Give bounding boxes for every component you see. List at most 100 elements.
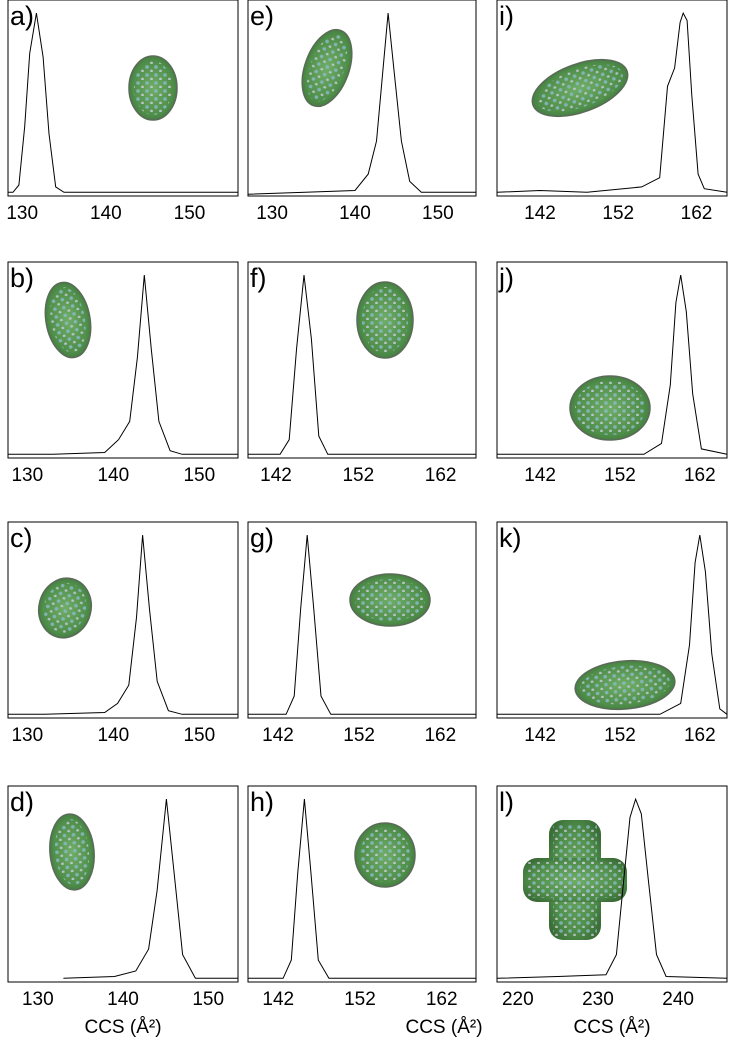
x-tick-label: 150 <box>192 989 224 1010</box>
plot-frame <box>496 521 728 719</box>
x-tick-label: 130 <box>11 725 43 746</box>
x-tick-label: 152 <box>343 725 375 746</box>
spectrum-line <box>63 799 238 979</box>
x-tick-label: 162 <box>684 465 716 486</box>
plot-frame <box>7 261 239 459</box>
x-axis-label: CCS (Å²) <box>405 1017 482 1038</box>
spectrum-line <box>8 13 238 193</box>
panel-label: k) <box>499 523 522 553</box>
molecule-image <box>49 813 95 891</box>
molecule-atoms <box>355 579 425 621</box>
x-tick-label: 142 <box>524 465 556 486</box>
x-axis-label: CCS (Å²) <box>573 1017 650 1038</box>
spectrum-line <box>247 13 476 195</box>
plot-frame <box>247 0 477 197</box>
x-tick-label: 130 <box>256 203 288 224</box>
plot-frame <box>7 0 239 197</box>
panel-label: e) <box>250 1 274 31</box>
molecule-image <box>349 573 431 627</box>
molecule-atoms <box>134 61 172 115</box>
molecule-atoms <box>527 862 623 898</box>
panel-label: b) <box>10 263 34 293</box>
spectrum-line <box>496 797 728 979</box>
molecule-image <box>37 577 93 639</box>
molecule-image <box>523 820 627 940</box>
x-tick-label: 130 <box>6 203 38 224</box>
molecule-atoms <box>580 665 670 705</box>
plot-frame <box>247 785 477 983</box>
spectrum-line <box>497 535 728 715</box>
plot-frame <box>496 0 728 197</box>
plot-frame <box>247 261 477 459</box>
spectrum-line <box>497 275 728 455</box>
molecule-image <box>301 28 353 108</box>
x-tick-label: 162 <box>425 465 457 486</box>
x-tick-label: 142 <box>524 725 556 746</box>
x-tick-label: 150 <box>422 203 454 224</box>
panel-label: h) <box>250 787 274 817</box>
x-tick-label: 150 <box>183 725 215 746</box>
x-tick-label: 162 <box>681 203 713 224</box>
molecule-image <box>574 659 676 711</box>
molecule-atoms <box>360 828 410 882</box>
molecule-image <box>569 375 651 441</box>
spectrum-line <box>496 11 728 193</box>
x-tick-label: 140 <box>339 203 371 224</box>
x-tick-label: 162 <box>684 725 716 746</box>
x-tick-label: 240 <box>662 989 694 1010</box>
molecule-image <box>531 58 629 118</box>
spectrum-line <box>248 535 476 715</box>
molecule-atoms <box>575 381 645 435</box>
panel-label: f) <box>250 263 267 293</box>
molecule-atoms <box>362 287 408 353</box>
panel-label: c) <box>10 523 33 553</box>
molecule-atoms <box>537 64 623 112</box>
molecule-atoms <box>54 819 90 885</box>
spectrum-line <box>8 275 238 455</box>
panel-label: j) <box>498 263 514 293</box>
x-tick-label: 140 <box>97 465 129 486</box>
spectrum-line <box>248 799 476 979</box>
molecule-atoms <box>43 583 87 633</box>
plot-frame <box>247 521 477 719</box>
plot-frame <box>7 785 239 983</box>
plot-frame <box>7 521 239 719</box>
plot-frame <box>496 261 728 459</box>
spectrum-line <box>248 275 476 455</box>
molecule-atoms <box>307 34 347 102</box>
panel-label: a) <box>10 1 34 31</box>
x-tick-label: 162 <box>424 725 456 746</box>
x-tick-label: 152 <box>604 725 636 746</box>
x-tick-label: 150 <box>174 203 206 224</box>
x-tick-label: 152 <box>342 465 374 486</box>
x-tick-label: 152 <box>602 203 634 224</box>
x-tick-label: 162 <box>426 989 458 1010</box>
x-tick-label: 220 <box>502 989 534 1010</box>
x-tick-label: 152 <box>344 989 376 1010</box>
panel-label: l) <box>499 787 514 817</box>
x-tick-label: 142 <box>260 465 292 486</box>
x-tick-label: 142 <box>262 989 294 1010</box>
x-tick-label: 140 <box>90 203 122 224</box>
x-tick-label: 230 <box>582 989 614 1010</box>
molecule-image <box>128 55 178 121</box>
x-tick-label: 142 <box>262 725 294 746</box>
molecule-atoms <box>50 287 86 353</box>
molecule-image <box>44 281 92 359</box>
spectrum-line <box>8 535 238 715</box>
molecule-image <box>354 822 416 888</box>
molecule-image <box>356 281 414 359</box>
x-tick-label: 140 <box>107 989 139 1010</box>
x-tick-label: 130 <box>11 465 43 486</box>
panel-label: d) <box>10 787 34 817</box>
panel-label: i) <box>499 1 514 31</box>
x-tick-label: 142 <box>524 203 556 224</box>
x-tick-label: 130 <box>22 989 54 1010</box>
panel-label: g) <box>250 523 274 553</box>
x-axis-label: CCS (Å²) <box>84 1017 161 1038</box>
x-tick-label: 150 <box>183 465 215 486</box>
x-tick-label: 152 <box>604 465 636 486</box>
x-tick-label: 140 <box>97 725 129 746</box>
